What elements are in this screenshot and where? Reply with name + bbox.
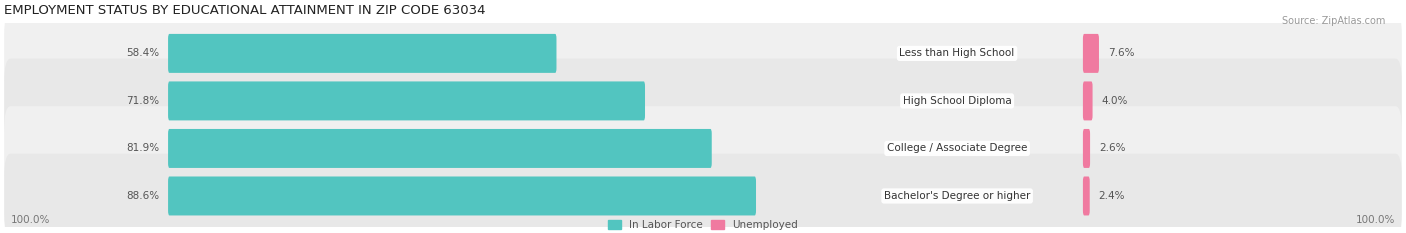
FancyBboxPatch shape [4,59,1402,143]
FancyBboxPatch shape [1083,129,1090,168]
Text: 7.6%: 7.6% [1108,48,1135,58]
FancyBboxPatch shape [169,81,645,120]
Legend: In Labor Force, Unemployed: In Labor Force, Unemployed [609,220,797,230]
Text: 2.6%: 2.6% [1099,144,1125,154]
Text: 71.8%: 71.8% [127,96,159,106]
Text: College / Associate Degree: College / Associate Degree [887,144,1028,154]
FancyBboxPatch shape [1083,176,1090,216]
Text: 81.9%: 81.9% [127,144,159,154]
Text: High School Diploma: High School Diploma [903,96,1011,106]
FancyBboxPatch shape [4,154,1402,233]
Text: EMPLOYMENT STATUS BY EDUCATIONAL ATTAINMENT IN ZIP CODE 63034: EMPLOYMENT STATUS BY EDUCATIONAL ATTAINM… [4,4,485,17]
FancyBboxPatch shape [1083,34,1099,73]
Text: 4.0%: 4.0% [1101,96,1128,106]
FancyBboxPatch shape [169,176,756,216]
Text: 100.0%: 100.0% [10,216,49,226]
Text: Less than High School: Less than High School [900,48,1015,58]
FancyBboxPatch shape [4,11,1402,96]
Text: Bachelor's Degree or higher: Bachelor's Degree or higher [884,191,1031,201]
FancyBboxPatch shape [169,129,711,168]
FancyBboxPatch shape [169,34,557,73]
Text: 58.4%: 58.4% [127,48,159,58]
FancyBboxPatch shape [1083,81,1092,120]
Text: Source: ZipAtlas.com: Source: ZipAtlas.com [1281,16,1385,26]
FancyBboxPatch shape [4,106,1402,191]
Text: 88.6%: 88.6% [127,191,159,201]
Text: 2.4%: 2.4% [1098,191,1125,201]
Text: 100.0%: 100.0% [1357,216,1396,226]
